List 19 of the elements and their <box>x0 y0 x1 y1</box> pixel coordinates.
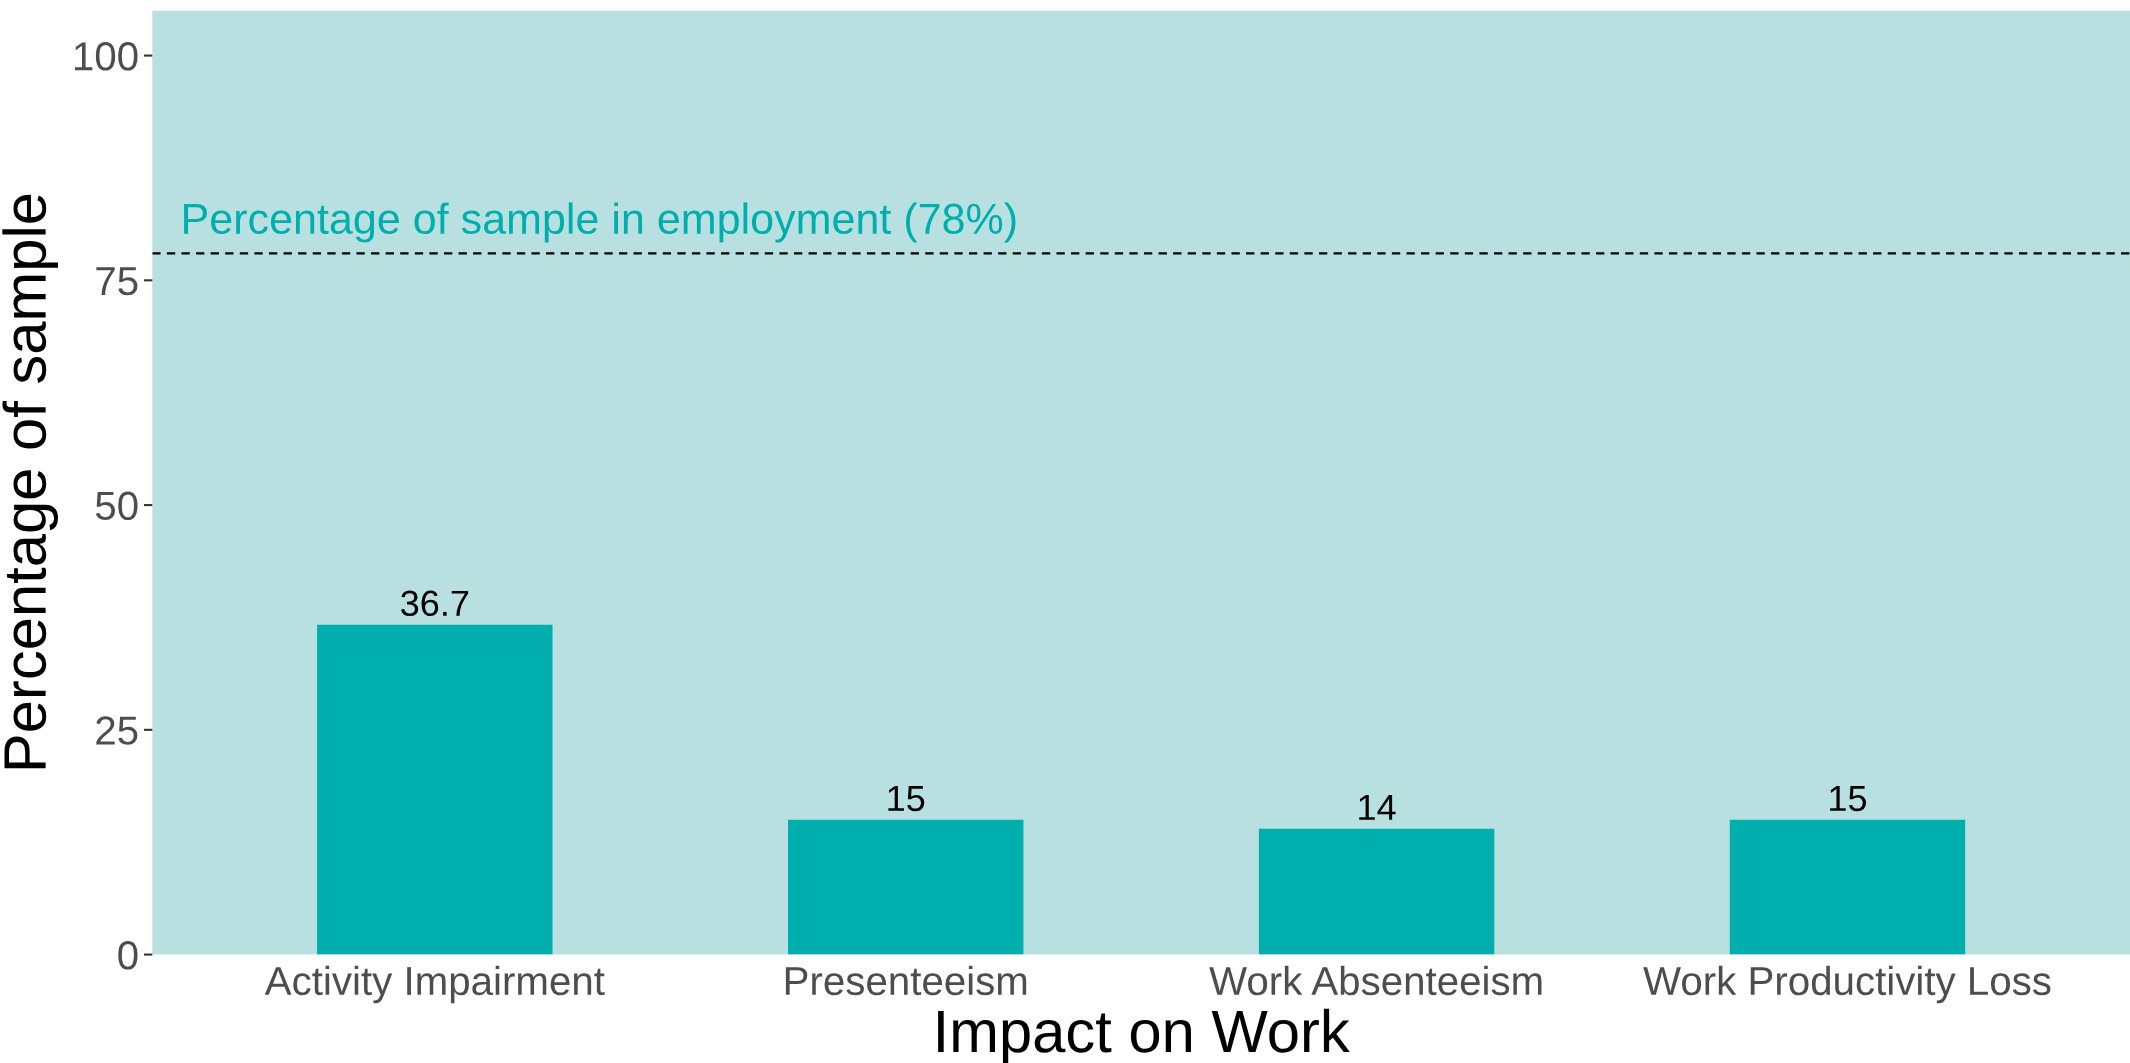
bar <box>787 819 1024 955</box>
x-tick-label: Work Absenteeism <box>1209 965 1542 996</box>
x-tick-label: Activity Impairment <box>264 965 605 1004</box>
y-tick-label: 75 <box>96 267 138 296</box>
data-label: 15 <box>1830 786 1867 812</box>
data-label: 14 <box>1359 794 1396 820</box>
bar <box>317 624 553 955</box>
bar <box>1258 828 1495 955</box>
y-tick-label: 100 <box>74 42 138 71</box>
ref-line-label: Percentage of sample in employment (78%) <box>184 202 1016 243</box>
data-label: 36.7 <box>401 590 469 617</box>
y-tick-label: 25 <box>96 716 138 745</box>
x-tick-label: Work Productivity Loss <box>1643 965 2051 1004</box>
y-tick-label: 0 <box>118 941 138 970</box>
data-label: 15 <box>888 786 925 812</box>
y-tick-label: 50 <box>95 491 138 521</box>
bar <box>1729 819 1966 955</box>
y-axis-title: Percentage of sample <box>2 194 59 769</box>
x-tick-label: Presenteeism <box>785 965 1027 996</box>
